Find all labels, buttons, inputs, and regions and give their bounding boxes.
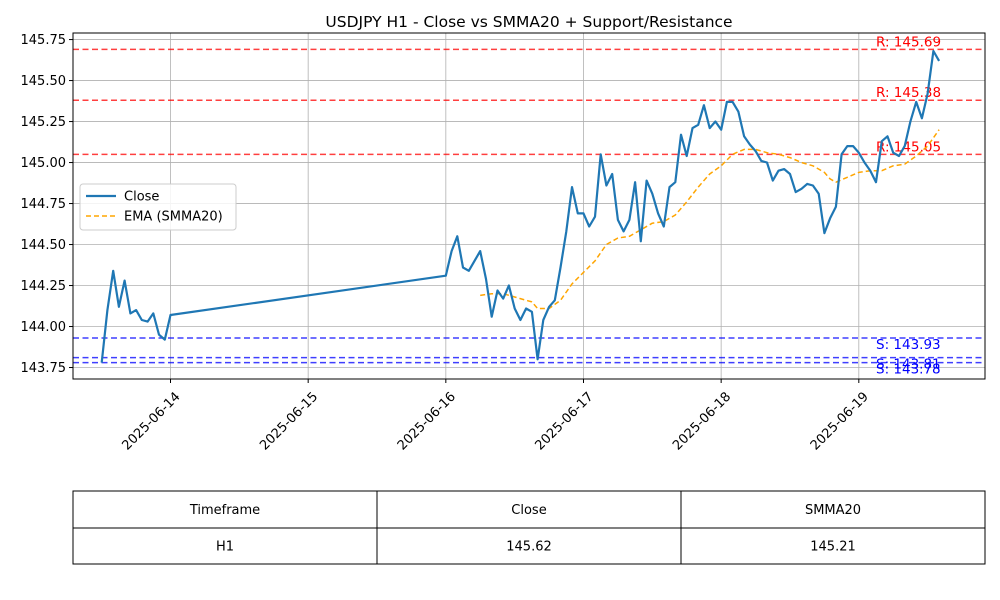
smma20-line — [480, 129, 940, 310]
table-cell: 145.21 — [810, 540, 856, 555]
x-tick-label: 2025-06-18 — [670, 389, 734, 453]
resistance-label: R: 145.38 — [876, 85, 941, 101]
y-tick-label: 145.75 — [21, 33, 67, 48]
y-tick-label: 145.50 — [21, 74, 67, 89]
y-tick-label: 144.25 — [21, 279, 67, 294]
table-header-cell: Timeframe — [189, 503, 260, 518]
resistance-label: R: 145.69 — [876, 34, 941, 50]
y-tick-label: 144.75 — [21, 197, 67, 212]
x-tick-label: 2025-06-19 — [808, 389, 872, 453]
support-label: S: 143.81 — [876, 357, 941, 373]
y-tick-label: 143.75 — [21, 361, 67, 376]
table-header-cell: Close — [511, 503, 546, 518]
y-tick-label: 144.50 — [21, 238, 67, 253]
x-tick-label: 2025-06-14 — [120, 389, 184, 453]
table-cell: H1 — [216, 540, 234, 555]
legend-label: Close — [124, 190, 159, 205]
x-tick-label: 2025-06-16 — [395, 389, 459, 453]
support-label: S: 143.78 — [876, 362, 941, 378]
chart-title: USDJPY H1 - Close vs SMMA20 + Support/Re… — [325, 13, 732, 31]
legend: Close EMA (SMMA20) — [79, 183, 237, 231]
y-tick-label: 144.00 — [21, 320, 67, 335]
y-tick-label: 145.25 — [21, 115, 67, 130]
support-label: S: 143.93 — [876, 337, 941, 353]
legend-label: EMA (SMMA20) — [124, 210, 223, 225]
series — [100, 49, 941, 363]
table-header-cell: SMMA20 — [805, 503, 861, 518]
x-tick-label: 2025-06-15 — [257, 389, 321, 453]
y-tick-label: 145.00 — [21, 156, 67, 171]
close-line — [100, 49, 941, 363]
x-tick-label: 2025-06-17 — [533, 389, 597, 453]
plot-frame — [72, 32, 986, 380]
support-resistance-lines: R: 145.69R: 145.38R: 145.05S: 143.93S: 1… — [73, 34, 985, 378]
legend-box — [79, 183, 237, 231]
table-cell: 145.62 — [506, 540, 552, 555]
summary-table: Timeframe Close SMMA20 H1 145.62 145.21 — [72, 490, 986, 565]
